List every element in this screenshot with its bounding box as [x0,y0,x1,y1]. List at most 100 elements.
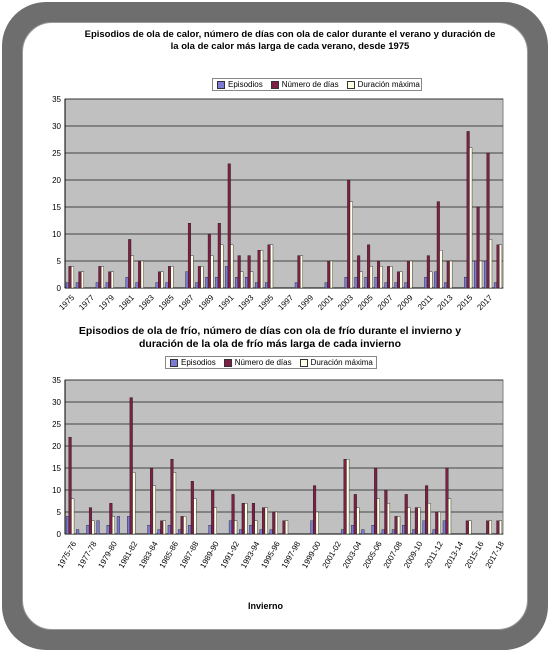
bar-days [374,467,378,535]
x-tick-label: 2017-18 [484,539,507,569]
bar-episodes [361,529,365,535]
bar-episodes [86,525,90,535]
bar-episodes [371,525,375,535]
bar-days [445,467,449,535]
bar-episodes [157,529,161,535]
bar-duration [356,507,360,535]
y-tick-label: 20 [52,176,61,185]
bar-duration [389,266,393,289]
bar-duration [193,498,197,535]
bar-duration [359,271,363,289]
legend-label: Episodios [228,80,263,89]
legend-item-episodes: Episodios [217,80,263,89]
bar-episodes [177,529,182,535]
bar-episodes [310,520,314,535]
bar-episodes [127,516,131,535]
bar-duration [489,239,493,289]
bar-episodes [96,520,100,535]
bar-days [465,520,469,535]
bar-days [425,485,429,535]
bar-days [241,503,245,535]
bar-duration [270,244,274,289]
bar-duration [162,520,166,535]
bar-duration [190,255,194,289]
bar-duration [409,260,413,289]
bar-duration [329,260,333,289]
chart-title-cold: Episodios de ola de frío, número de días… [78,325,462,350]
bar-days [414,507,418,535]
legend-item-duration: Duración máxima [346,80,420,89]
bar-days [68,437,72,535]
bar-duration [449,260,453,289]
plot-area [64,98,504,289]
bar-days [160,520,164,535]
legend-label: Duración máxima [357,80,420,89]
bar-episodes [106,525,110,535]
y-tick-label: 15 [52,464,61,473]
bar-episodes [391,529,395,535]
legend-item-duration: Duración máxima [299,358,373,367]
bar-days [109,503,113,535]
bar-days [353,494,357,535]
bar-duration [386,503,391,535]
bar-episodes [188,525,192,535]
bar-duration [439,249,443,289]
legend-label: Duración máxima [310,358,373,367]
bar-days [88,507,92,535]
legend-swatch-episodes [217,80,225,89]
bar-episodes [147,525,151,535]
bar-duration [230,244,234,289]
bar-days [384,489,388,535]
bar-duration [264,507,268,535]
bar-duration [346,459,350,535]
bar-days [313,485,317,535]
bar-days [180,516,184,535]
y-tick-label: 30 [52,122,61,131]
bar-duration [130,255,134,289]
legend-swatch-days [223,358,232,367]
bar-days [227,163,231,289]
legend-item-days: Número de días [270,80,339,89]
bar-episodes [269,529,273,535]
legend-swatch-episodes [170,358,178,367]
bar-episodes [340,529,344,535]
bar-episodes [228,520,232,535]
bar-days [404,494,408,535]
legend-item-episodes: Episodios [170,358,216,367]
bar-duration [260,249,264,289]
bar-days [190,481,194,535]
bar-episodes [249,525,253,535]
bar-days [211,489,215,535]
bar-episodes [442,520,446,535]
bar-duration [429,271,433,289]
y-tick-label: 25 [52,420,61,429]
bar-duration [499,244,503,289]
legend-item-days: Número de días [223,358,292,367]
bar-days [272,511,276,535]
y-tick-label: 25 [52,149,61,158]
bar-duration [254,520,258,535]
bar-episodes [412,529,416,535]
bar-duration [170,266,174,289]
bar-episodes [208,525,212,535]
bar-duration [300,255,304,289]
bar-duration [379,266,383,289]
bar-duration [183,516,187,535]
bar-duration [234,520,238,535]
bar-duration [100,266,104,289]
bar-duration [285,520,289,535]
bar-duration [437,511,441,535]
legend-swatch-duration [346,80,355,89]
y-tick-label: 35 [52,376,61,385]
bar-duration [397,516,401,535]
bar-duration [315,511,319,535]
bar-duration [213,507,217,535]
bar-duration [479,260,483,289]
bar-days [170,459,174,535]
bar-duration [488,520,492,535]
x-axis-label-cold: Invierno [248,601,284,611]
bar-duration [376,498,380,535]
bar-duration [173,472,177,535]
y-tick-label: 5 [57,257,62,266]
